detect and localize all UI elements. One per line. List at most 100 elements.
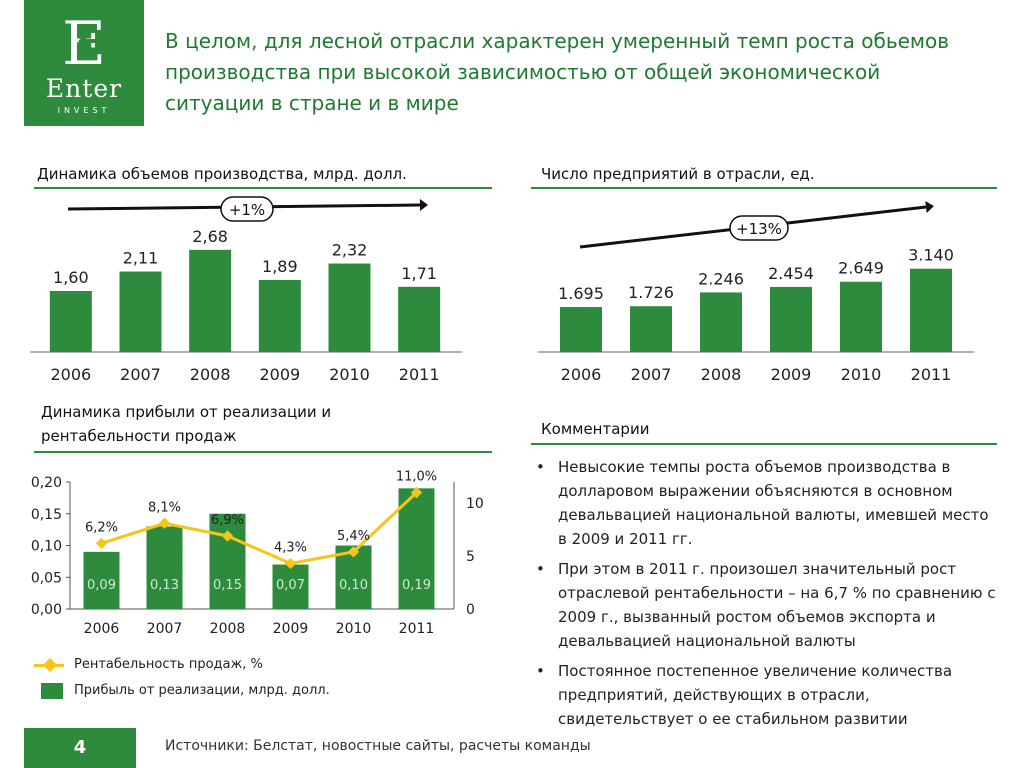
x-tick-label: 2009 [273, 621, 309, 637]
x-tick-label: 2010 [329, 365, 370, 384]
bar [630, 306, 672, 352]
x-tick-label: 2007 [631, 365, 672, 384]
bar-value-label: 2.246 [698, 269, 744, 288]
bar [560, 307, 602, 352]
logo-name: Enter [45, 74, 123, 103]
profit-bar [83, 551, 120, 609]
growth-badge-label: +13% [736, 220, 782, 238]
profit-combo-chart: 0,00 0,05 0,10 0,15 0,20 0 5 10 0,09 2006 0,13 2007… [31, 470, 484, 637]
bar-value-label: 2.454 [768, 264, 814, 283]
enter-logo-mark: E [62, 12, 106, 70]
comment-item: Постоянное постепенное увеличение количе… [530, 659, 1000, 731]
bar [189, 249, 232, 352]
legend-bar-swatch [41, 683, 63, 699]
bar-value-label: 1.695 [558, 284, 604, 303]
bar [49, 291, 92, 352]
bar [258, 279, 301, 352]
profit-chart-title: Динамика прибыли от реализации и рентабе… [41, 403, 332, 445]
x-tick-label: 2009 [259, 365, 300, 384]
x-tick-label: 2006 [50, 365, 91, 384]
bar-value-label: 2,11 [123, 249, 159, 268]
profit-bar-label: 0,19 [402, 578, 431, 593]
profit-bar-label: 0,15 [213, 578, 242, 593]
y-tick-label: 0,00 [31, 602, 62, 618]
bar [119, 271, 162, 352]
profitability-label: 11,0% [396, 470, 437, 485]
bar-value-label: 1,60 [53, 268, 89, 287]
comments-title-rule [531, 443, 997, 445]
x-tick-label: 2008 [190, 365, 231, 384]
profit-bar-label: 0,07 [276, 578, 305, 593]
profit-bar [209, 513, 246, 609]
profit-bar-label: 0,13 [150, 578, 179, 593]
x-tick-label: 2009 [771, 365, 812, 384]
bar-value-label: 1.726 [628, 283, 674, 302]
profit-title-rule [34, 451, 492, 453]
y-tick-label: 0,05 [31, 570, 62, 586]
enterprises-title-rule [531, 187, 997, 189]
y-tick-label: 0,20 [31, 475, 62, 491]
production-bar-chart: 1,60 2006 2,11 2007 2,68 2008 1,89 2009 2,32 2010… [30, 196, 462, 384]
y-tick-label: 0,10 [31, 539, 62, 555]
enterprises-chart-title: Число предприятий в отрасли, ед. [541, 165, 815, 183]
page-title: В целом, для лесной отрасли характерен у… [165, 29, 950, 115]
y-tick-label: 0,15 [31, 507, 62, 523]
legend-marker-swatch [42, 657, 58, 673]
profit-bar [146, 526, 183, 609]
profitability-label: 5,4% [337, 529, 370, 544]
y2-tick-label: 10 [466, 496, 484, 512]
growth-badge [729, 215, 789, 241]
x-tick-label: 2010 [336, 621, 372, 637]
bar-value-label: 1,71 [401, 264, 437, 283]
bar-value-label: 1,89 [262, 257, 298, 276]
x-tick-label: 2008 [701, 365, 742, 384]
logo: E Enter INVEST [24, 0, 144, 126]
profit-bar-label: 0,09 [87, 578, 116, 593]
comment-item: При этом в 2011 г. произошел значительны… [530, 557, 1000, 653]
bar [770, 286, 812, 352]
x-tick-label: 2006 [561, 365, 602, 384]
legend-label-line: Рентабельность продаж, % [74, 657, 263, 672]
profitability-label: 4,3% [274, 540, 307, 555]
x-tick-label: 2007 [120, 365, 161, 384]
logo-sub: INVEST [57, 106, 111, 115]
y2-tick-label: 0 [466, 602, 475, 618]
trend-arrow-head [419, 199, 428, 211]
x-tick-label: 2011 [911, 365, 952, 384]
trend-arrow-head [925, 201, 934, 213]
x-tick-label: 2008 [210, 621, 246, 637]
x-tick-label: 2010 [841, 365, 882, 384]
production-chart-title: Динамика объемов производства, млрд. дол… [37, 165, 407, 183]
bar-value-label: 2.649 [838, 259, 884, 278]
bar-value-label: 2,68 [192, 227, 228, 246]
y2-tick-label: 5 [466, 549, 475, 565]
profit-bar-label: 0,10 [339, 578, 368, 593]
bar [700, 292, 742, 352]
bar [840, 281, 882, 352]
growth-badge [220, 196, 274, 222]
profitability-label: 6,2% [85, 520, 118, 535]
x-tick-label: 2006 [84, 621, 120, 637]
profitability-label: 8,1% [148, 500, 181, 515]
x-tick-label: 2011 [399, 621, 435, 637]
enterprises-bar-chart: 1.695 2006 1.726 2007 2.246 2008 2.454 2009 2.64… [538, 201, 974, 384]
bar [910, 268, 952, 352]
production-title-rule [34, 187, 492, 189]
profitability-marker [95, 537, 108, 550]
x-tick-label: 2011 [399, 365, 440, 384]
legend-label-bar: Прибыль от реализации, млрд. долл. [74, 683, 330, 698]
profitability-line [101, 491, 418, 566]
bar-value-label: 3.140 [908, 246, 954, 265]
comment-item: Невысокие темпы роста объемов производст… [530, 455, 1000, 551]
bar [398, 286, 441, 352]
profitability-marker [284, 557, 297, 570]
comments-title: Комментарии [541, 420, 650, 438]
bar [328, 263, 371, 352]
profit-bar [398, 488, 435, 609]
profitability-label: 6,9% [211, 513, 244, 528]
sources-note: Источники: Белстат, новостные сайты, рас… [165, 738, 591, 754]
bar-value-label: 2,32 [332, 241, 368, 260]
comments-list: Невысокие темпы роста объемов производст… [530, 455, 1000, 737]
profit-bar [272, 564, 309, 609]
growth-badge-label: +1% [229, 201, 265, 219]
